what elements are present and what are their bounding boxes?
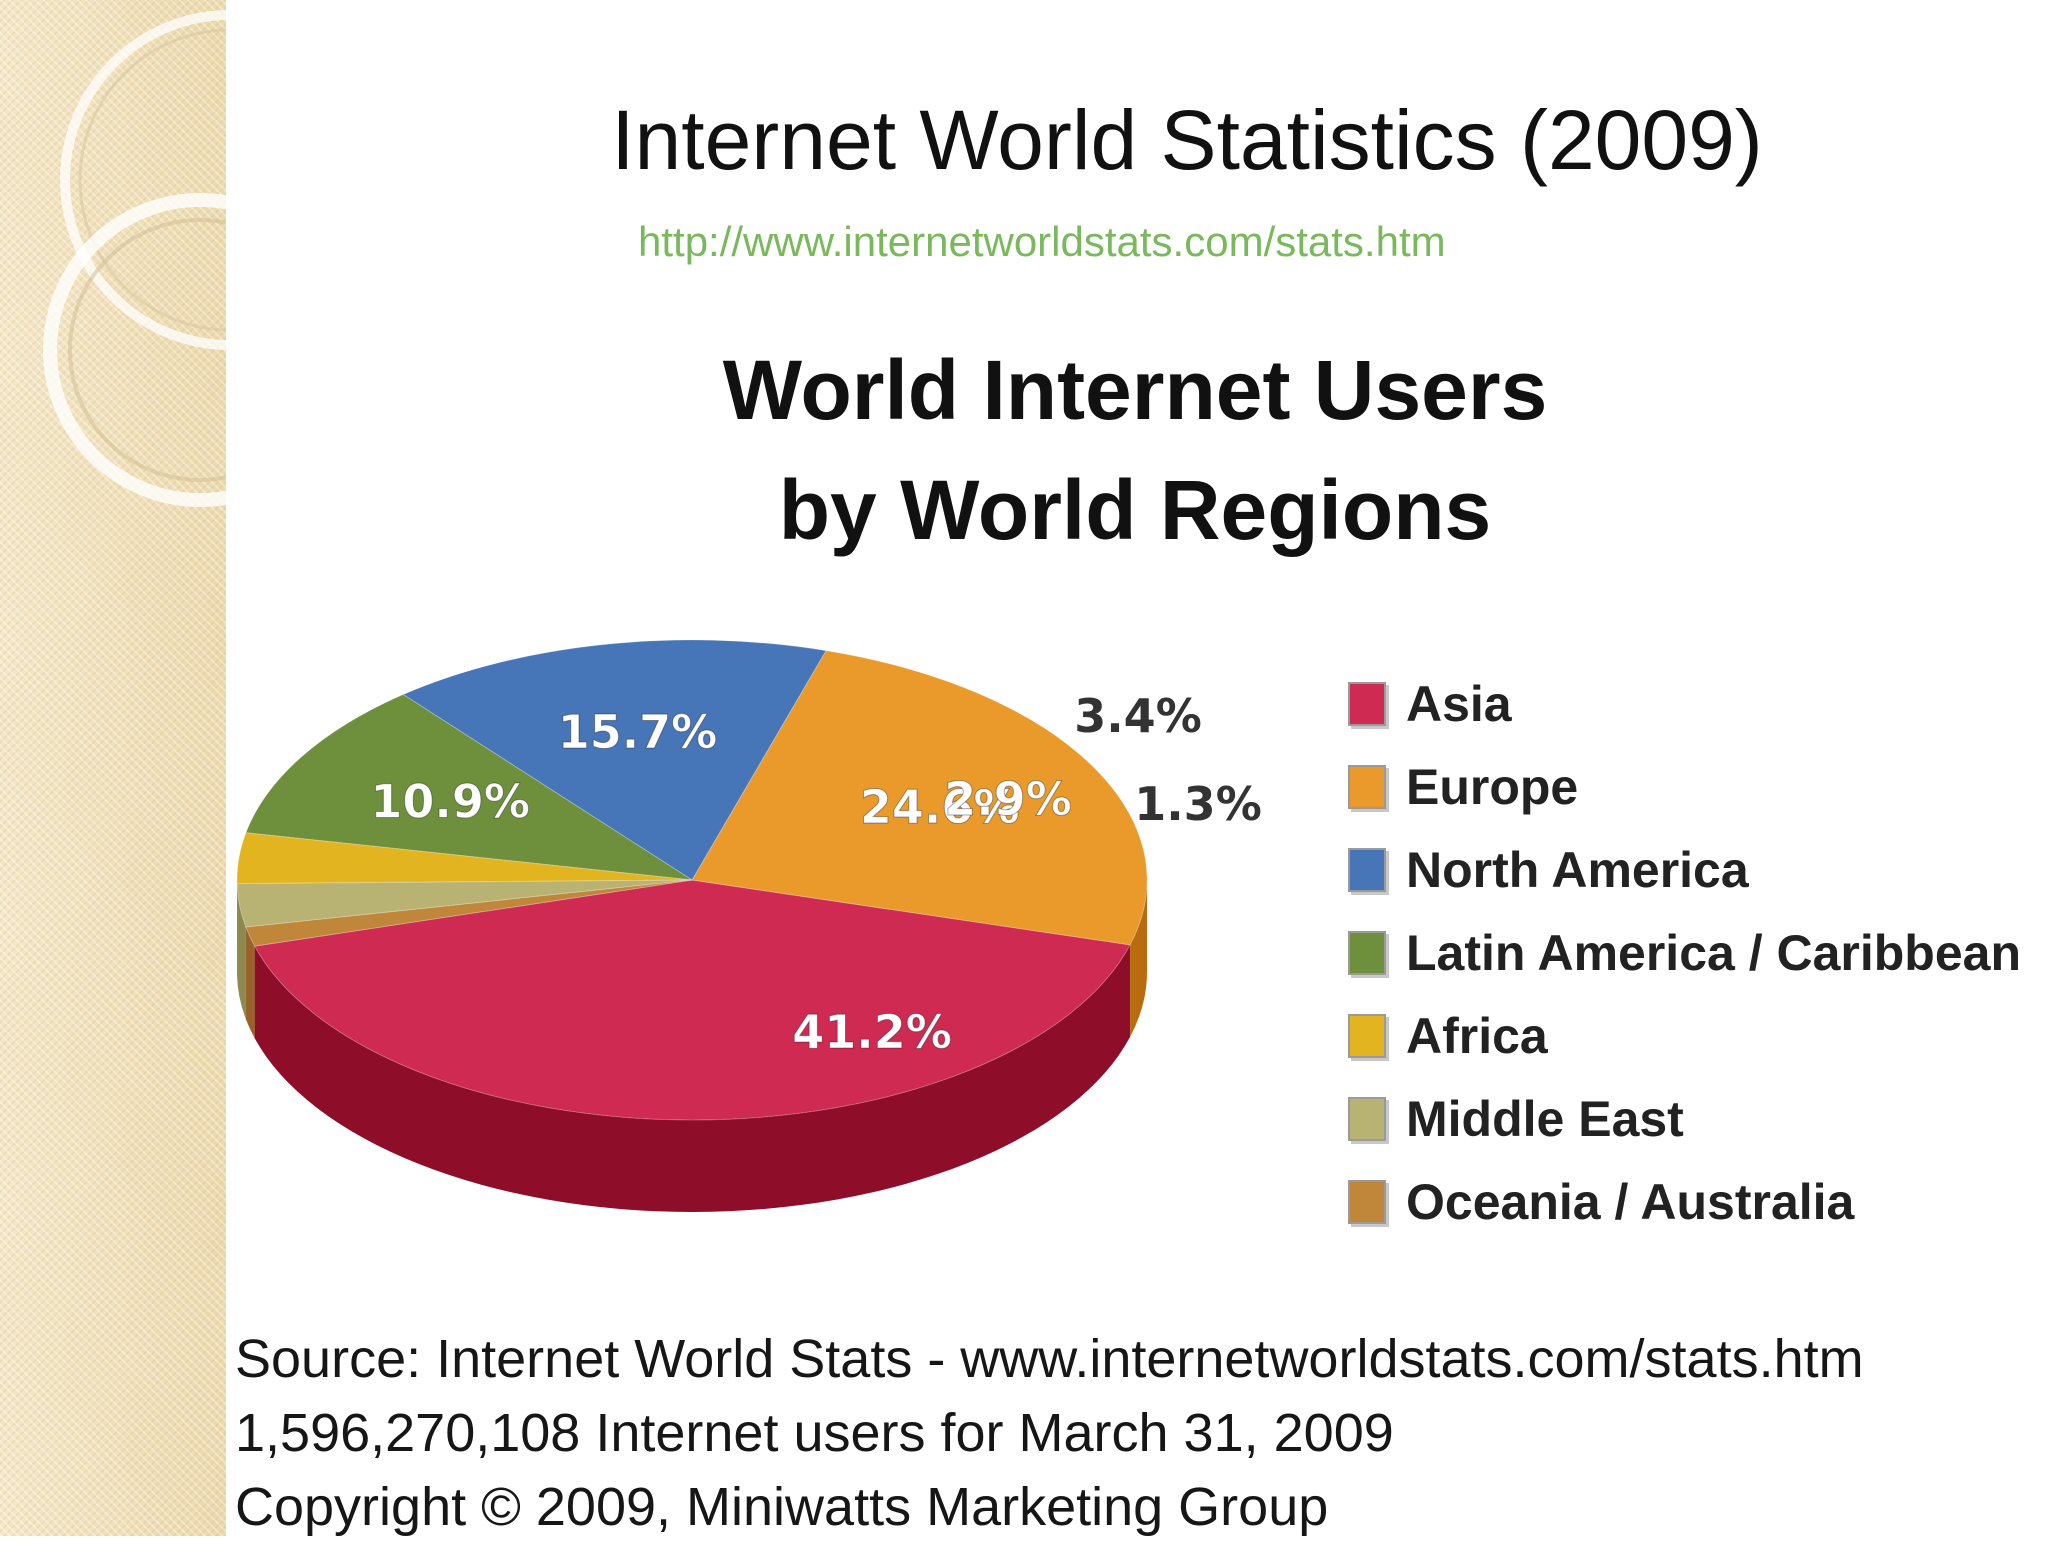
legend-item-europe: Europe: [1348, 745, 2021, 828]
legend-label-asia: Asia: [1406, 675, 1512, 733]
legend-item-latin-america: Latin America / Caribbean: [1348, 911, 2021, 994]
data-label-6: 1.3%: [1134, 777, 1262, 831]
legend-swatch-middle-east: [1348, 1097, 1386, 1141]
footer-user-count: 1,596,270,108 Internet users for March 3…: [235, 1396, 1864, 1470]
legend-label-oceania: Oceania / Australia: [1406, 1173, 1854, 1231]
legend-swatch-africa: [1348, 1014, 1386, 1058]
legend-label-africa: Africa: [1406, 1007, 1548, 1065]
data-label-0: 41.2%: [792, 1005, 952, 1059]
legend-swatch-europe: [1348, 765, 1386, 809]
data-label-5: 2.9%: [944, 772, 1072, 826]
data-label-3: 10.9%: [370, 774, 530, 828]
legend-swatch-latin-america: [1348, 931, 1386, 975]
legend-swatch-asia: [1348, 682, 1386, 726]
footer-copyright: Copyright © 2009, Miniwatts Marketing Gr…: [235, 1470, 1864, 1544]
data-label-4: 3.4%: [1074, 689, 1202, 743]
legend-item-africa: Africa: [1348, 994, 2021, 1077]
legend-label-north-america: North America: [1406, 841, 1749, 899]
legend-label-latin-america: Latin America / Caribbean: [1406, 924, 2021, 982]
legend-label-middle-east: Middle East: [1406, 1090, 1684, 1148]
legend-item-oceania: Oceania / Australia: [1348, 1160, 2021, 1243]
chart-legend: Asia Europe North America Latin America …: [1348, 662, 2021, 1243]
data-label-2: 15.7%: [558, 705, 718, 759]
footer-source: Source: Internet World Stats - www.inter…: [235, 1322, 1864, 1396]
legend-item-middle-east: Middle East: [1348, 1077, 2021, 1160]
legend-item-north-america: North America: [1348, 828, 2021, 911]
chart-source-footer: Source: Internet World Stats - www.inter…: [235, 1322, 1864, 1544]
legend-swatch-oceania: [1348, 1180, 1386, 1224]
legend-item-asia: Asia: [1348, 662, 2021, 745]
legend-swatch-north-america: [1348, 848, 1386, 892]
legend-label-europe: Europe: [1406, 758, 1578, 816]
